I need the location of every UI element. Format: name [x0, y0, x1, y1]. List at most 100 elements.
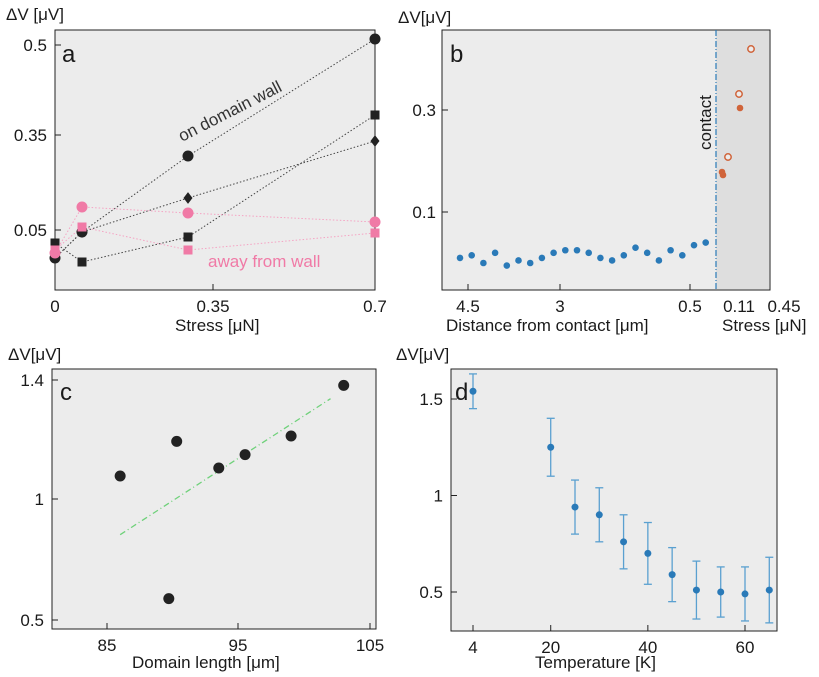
panel-d-plot-area [450, 368, 778, 632]
panel-b-xtick: 0.5 [678, 297, 702, 316]
panel-a-data-point [77, 222, 87, 232]
panel-c: c ΔV[μV] Domain length [μm] 85 95 105 0.5 1 1… [8, 345, 384, 672]
panel-a-ylabel: ΔV [μV] [6, 5, 64, 24]
panel-b-contact-label: contact [696, 95, 715, 150]
panel-b-xtick: 4.5 [456, 297, 480, 316]
panel-d-letter: d [455, 379, 468, 406]
panel-b-distance-point [608, 257, 616, 264]
panel-d-data-point [692, 586, 700, 594]
panel-a-plot-area [54, 29, 376, 291]
panel-b-stress-region [716, 31, 769, 289]
panel-d-ytick: 1.5 [419, 390, 443, 409]
panel-b-stress-open-point [747, 45, 755, 53]
panel-a-data-point [369, 33, 381, 45]
panel-b-ytick: 0.1 [412, 203, 436, 222]
panel-d-data-point [644, 549, 652, 557]
panel-b-distance-point [597, 254, 604, 262]
panel-a-data-point [50, 238, 60, 248]
panel-b-distance-point [526, 259, 534, 267]
panel-b-distance-point [585, 249, 592, 257]
panel-a-annotation-away: away from wall [208, 252, 320, 271]
panel-d-data-point [741, 590, 749, 598]
panel-b-distance-point [503, 262, 511, 269]
panel-c-data-point [163, 593, 175, 605]
panel-d-xtick: 4 [468, 638, 477, 657]
panel-d-data-point [595, 511, 603, 519]
panel-c-xlabel: Domain length [μm] [132, 653, 280, 672]
panel-b-xtick2: 0.45 [767, 297, 800, 316]
panel-a-data-point [183, 232, 193, 242]
panel-b: contact b ΔV[μV] Distance from contact [… [398, 8, 806, 335]
panel-b-stress-point [719, 171, 727, 179]
panel-c-data-point [338, 379, 350, 391]
panel-a-xtick: 0 [50, 297, 59, 316]
panel-b-ylabel: ΔV[μV] [398, 8, 451, 27]
panel-b-distance-point [702, 239, 709, 246]
panel-c-letter: c [60, 379, 72, 406]
panel-a-data-point [77, 257, 87, 267]
panel-b-stress-point [736, 104, 744, 112]
panel-a-ytick: 0.5 [23, 36, 47, 55]
panel-c-ytick: 0.5 [20, 611, 44, 630]
panel-c-data-point [114, 470, 126, 482]
panel-a-data-point [369, 216, 381, 228]
panel-c-data-point [285, 430, 297, 442]
panel-b-distance-point [690, 241, 698, 249]
panel-c-fit-line [119, 398, 331, 536]
panel-b-letter: b [450, 41, 463, 68]
panel-a-data-point [50, 245, 60, 255]
panel-a-data-point [76, 201, 88, 213]
panel-b-distance-point [538, 254, 546, 262]
panel-b-distance-point [480, 259, 487, 267]
panel-d-data-point [469, 387, 477, 395]
panel-a-series-line [54, 226, 376, 251]
panel-a-data-point [370, 110, 380, 120]
panel-b-ytick: 0.3 [412, 101, 436, 120]
panel-b-distance-point [655, 257, 663, 264]
panel-c-data-point [213, 462, 225, 474]
panel-d-data-point [547, 443, 555, 451]
panel-b-distance-point [550, 249, 557, 257]
panel-d-xtick: 40 [638, 638, 657, 657]
panel-a-data-point [183, 245, 193, 255]
panel-b-distance-point [632, 244, 639, 251]
panel-a-ytick: 0.35 [14, 126, 47, 145]
panel-b-plot-area [441, 29, 771, 291]
panel-c-xtick: 85 [98, 636, 117, 655]
panel-a: a ΔV [μV] Stress [μN] 0 0.35 0.7 0.05 0.35 0.… [6, 5, 387, 335]
panel-a-xtick: 0.35 [196, 297, 229, 316]
panel-c-ylabel: ΔV[μV] [8, 345, 61, 364]
panel-b-distance-point [573, 246, 581, 254]
panel-b-xlabel2: Stress [μN] [722, 316, 806, 335]
panel-b-distance-point [667, 246, 674, 254]
panel-b-distance-point [456, 254, 464, 262]
panel-a-xlabel: Stress [μN] [175, 316, 259, 335]
panel-d-ytick: 0.5 [419, 583, 443, 602]
panel-a-series-line [54, 140, 376, 259]
panel-b-stress-open-point [735, 90, 743, 98]
panel-c-xtick: 95 [229, 636, 248, 655]
panel-a-data-point [183, 192, 193, 204]
panel-a-data-point [370, 135, 380, 147]
panel-c-ytick: 1.4 [20, 371, 44, 390]
panel-b-distance-point [491, 249, 499, 257]
panel-d-xtick: 60 [736, 638, 755, 657]
panel-a-data-point [182, 207, 194, 219]
panel-d-data-point [765, 586, 773, 594]
panel-c-data-point [171, 435, 183, 447]
panel-c-data-point [239, 449, 251, 461]
panel-a-data-point [370, 228, 380, 238]
panel-b-distance-point [679, 252, 686, 259]
panel-b-distance-point [643, 249, 651, 257]
panel-b-distance-point [562, 246, 569, 254]
panel-a-letter: a [62, 41, 76, 68]
panel-c-plot-area [51, 368, 377, 630]
panel-b-stress-open-point [724, 153, 732, 161]
panel-b-xtick2: 0.11 [723, 297, 755, 316]
panel-d: d ΔV[μV] Temperature [K] 4 20 40 60 0.5 1 1.5 [396, 345, 778, 672]
panel-a-data-point [182, 150, 194, 162]
panel-d-data-point [620, 538, 628, 546]
panel-b-distance-point [620, 252, 628, 259]
panel-b-distance-point [515, 257, 522, 264]
